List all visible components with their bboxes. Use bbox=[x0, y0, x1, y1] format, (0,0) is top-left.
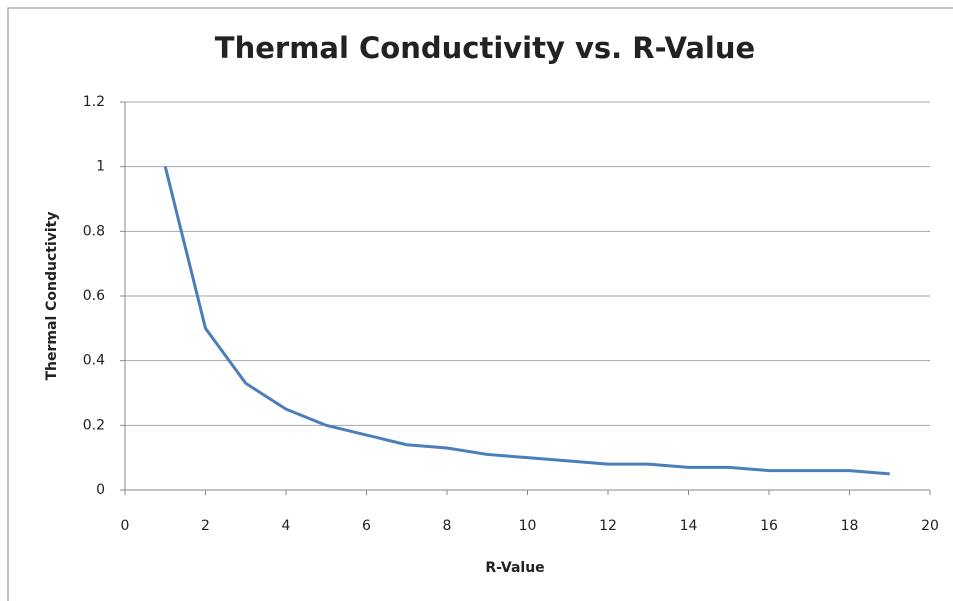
x-tick-label: 12 bbox=[599, 518, 617, 534]
y-tick-label: 0.8 bbox=[83, 223, 105, 239]
x-tick-label: 18 bbox=[841, 518, 859, 534]
y-axis-label: Thermal Conductivity bbox=[44, 211, 60, 380]
x-tick-label: 14 bbox=[680, 518, 698, 534]
y-tick-label: 0.4 bbox=[83, 353, 105, 369]
x-tick-label: 8 bbox=[443, 518, 452, 534]
y-tick-label: 0.6 bbox=[83, 288, 105, 304]
x-tick-label: 0 bbox=[121, 518, 130, 534]
chart-title: Thermal Conductivity vs. R-Value bbox=[215, 31, 755, 65]
x-tick-label: 16 bbox=[760, 518, 778, 534]
y-tick-label: 0.2 bbox=[83, 417, 105, 433]
x-tick-label: 4 bbox=[282, 518, 291, 534]
y-tick-label: 1 bbox=[96, 159, 105, 175]
y-tick-label: 0 bbox=[96, 482, 105, 498]
x-tick-label: 10 bbox=[519, 518, 537, 534]
x-tick-label: 2 bbox=[201, 518, 210, 534]
x-axis-label: R-Value bbox=[485, 560, 544, 576]
y-tick-label: 1.2 bbox=[83, 94, 105, 110]
data-line bbox=[163, 166, 890, 476]
x-tick-label: 20 bbox=[921, 518, 939, 534]
chart-frame bbox=[7, 7, 953, 601]
x-tick-label: 6 bbox=[362, 518, 371, 534]
